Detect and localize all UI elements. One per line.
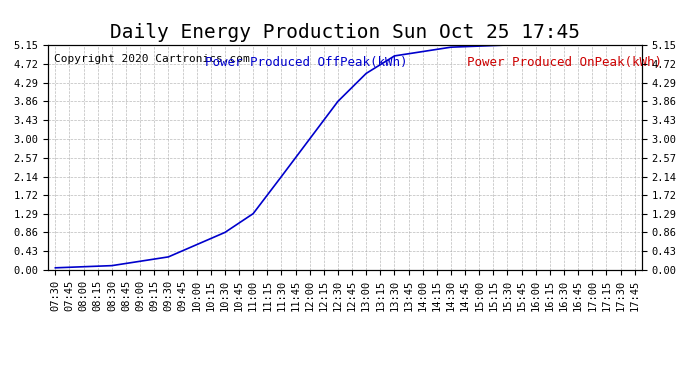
- Title: Daily Energy Production Sun Oct 25 17:45: Daily Energy Production Sun Oct 25 17:45: [110, 23, 580, 42]
- Text: Copyright 2020 Cartronics.com: Copyright 2020 Cartronics.com: [55, 54, 250, 64]
- Legend: Power Produced OffPeak(kWh), Power Produced OnPeak(kWh): Power Produced OffPeak(kWh), Power Produ…: [165, 51, 667, 74]
